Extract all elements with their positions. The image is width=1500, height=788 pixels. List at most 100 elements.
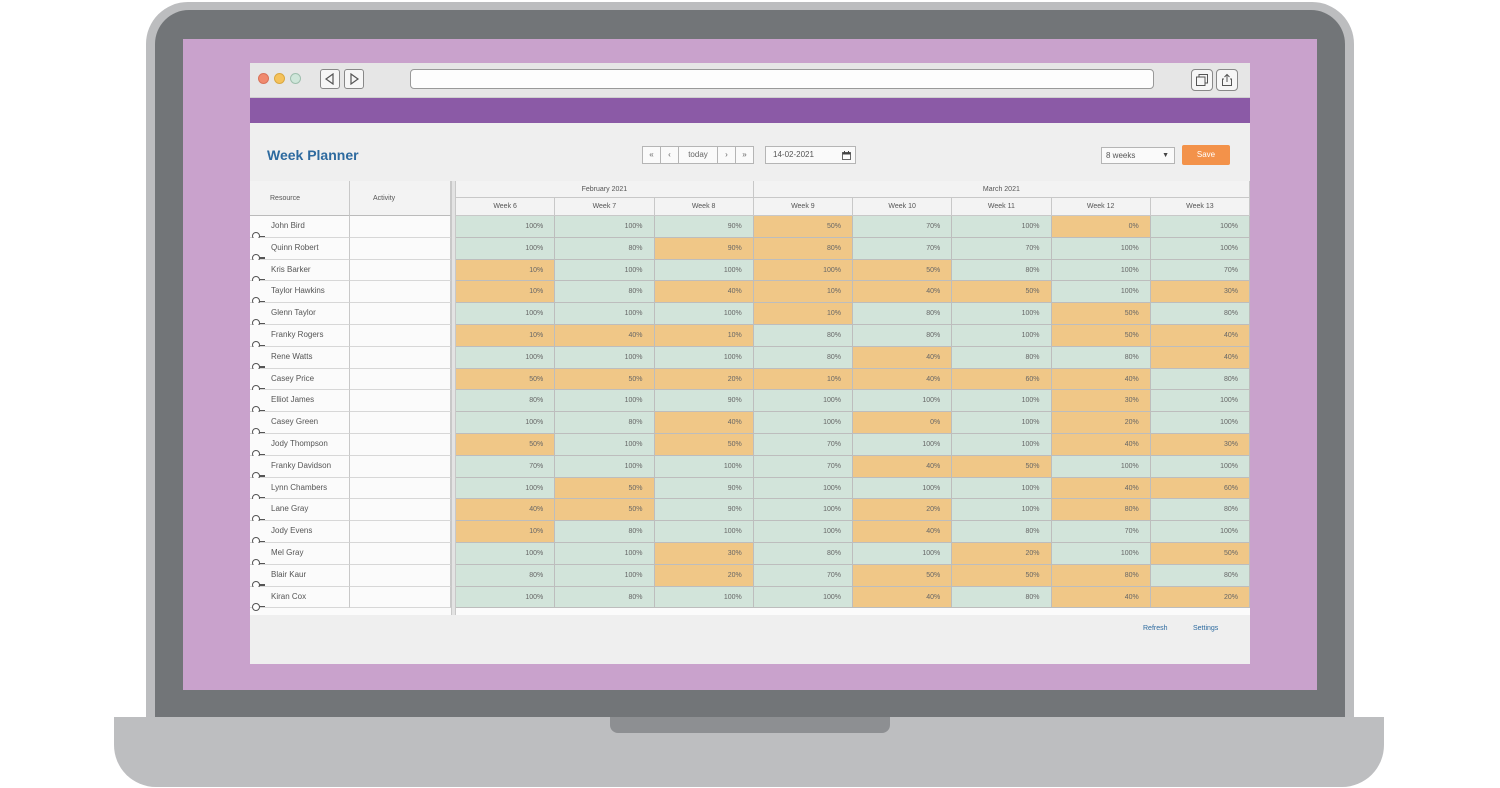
allocation-cell[interactable]: 100% [654,586,754,609]
allocation-cell[interactable]: 70% [753,434,853,456]
share-button[interactable] [1216,69,1238,91]
allocation-cell[interactable]: 40% [555,325,655,347]
allocation-cell[interactable]: 100% [853,477,953,500]
allocation-cell[interactable]: 100% [1150,390,1250,413]
week-header[interactable]: Week 8 [654,198,754,216]
allocation-cell[interactable]: 10% [753,303,853,325]
allocation-cell[interactable]: 40% [853,346,953,369]
allocation-cell[interactable]: 60% [952,368,1052,391]
allocation-cell[interactable]: 20% [654,368,754,391]
range-select[interactable]: 8 weeks ▼ [1101,147,1175,164]
activity-cell[interactable] [350,390,451,413]
allocation-cell[interactable]: 100% [456,543,556,565]
allocation-cell[interactable]: 80% [1051,346,1151,369]
allocation-cell[interactable]: 40% [853,455,953,478]
allocation-cell[interactable]: 50% [1150,543,1250,565]
activity-cell[interactable] [350,281,451,304]
minimize-window-button[interactable] [274,73,285,84]
allocation-cell[interactable]: 100% [753,412,853,434]
allocation-cell[interactable]: 50% [853,564,953,587]
first-period-button[interactable]: « [642,146,661,164]
allocation-cell[interactable]: 90% [654,390,754,413]
activity-cell[interactable] [350,477,451,500]
allocation-cell[interactable]: 40% [1150,346,1250,369]
allocation-cell[interactable]: 100% [555,390,655,413]
allocation-cell[interactable]: 10% [456,259,556,282]
allocation-cell[interactable]: 80% [456,390,556,413]
activity-cell[interactable] [350,521,451,543]
allocation-cell[interactable]: 100% [654,346,754,369]
activity-cell[interactable] [350,586,451,609]
allocation-cell[interactable]: 100% [1051,281,1151,304]
allocation-cell[interactable]: 100% [1150,237,1250,260]
allocation-cell[interactable]: 80% [555,412,655,434]
table-row[interactable]: Lane Gray [250,499,451,524]
allocation-cell[interactable]: 100% [555,346,655,369]
allocation-cell[interactable]: 90% [654,499,754,522]
allocation-cell[interactable]: 100% [952,390,1052,413]
allocation-cell[interactable]: 100% [952,412,1052,434]
allocation-cell[interactable]: 50% [1051,303,1151,325]
row-handle-icon[interactable] [252,602,265,611]
allocation-cell[interactable]: 80% [1051,564,1151,587]
allocation-cell[interactable]: 50% [952,455,1052,478]
allocation-cell[interactable]: 100% [753,390,853,413]
allocation-cell[interactable]: 30% [654,543,754,565]
activity-cell[interactable] [350,455,451,478]
allocation-cell[interactable]: 50% [853,259,953,282]
activity-cell[interactable] [350,303,451,325]
table-row[interactable]: Jody Thompson [250,434,451,458]
allocation-cell[interactable]: 40% [1051,477,1151,500]
table-row[interactable]: Quinn Robert [250,237,451,262]
allocation-cell[interactable]: 100% [1051,259,1151,282]
allocation-cell[interactable]: 100% [456,216,556,238]
previous-period-button[interactable]: ‹ [660,146,679,164]
allocation-cell[interactable]: 10% [753,281,853,304]
browser-forward-button[interactable] [344,69,364,89]
allocation-cell[interactable]: 80% [456,564,556,587]
allocation-cell[interactable]: 80% [555,586,655,609]
week-header[interactable]: Week 9 [753,198,853,216]
allocation-cell[interactable]: 20% [853,499,953,522]
allocation-cell[interactable]: 100% [753,259,853,282]
maximize-window-button[interactable] [290,73,301,84]
allocation-cell[interactable]: 100% [952,216,1052,238]
allocation-cell[interactable]: 40% [1051,434,1151,456]
allocation-cell[interactable]: 100% [853,390,953,413]
allocation-cell[interactable]: 100% [1051,543,1151,565]
allocation-cell[interactable]: 100% [952,434,1052,456]
allocation-cell[interactable]: 80% [555,237,655,260]
allocation-cell[interactable]: 100% [952,303,1052,325]
allocation-cell[interactable]: 100% [555,434,655,456]
allocation-cell[interactable]: 100% [456,303,556,325]
allocation-cell[interactable]: 100% [753,586,853,609]
allocation-cell[interactable]: 30% [1150,281,1250,304]
allocation-cell[interactable]: 100% [555,455,655,478]
allocation-cell[interactable]: 50% [555,477,655,500]
allocation-cell[interactable]: 20% [952,543,1052,565]
allocation-cell[interactable]: 80% [753,325,853,347]
activity-cell[interactable] [350,259,451,282]
allocation-cell[interactable]: 100% [1051,455,1151,478]
allocation-cell[interactable]: 100% [1150,412,1250,434]
table-row[interactable]: John Bird [250,216,451,240]
allocation-cell[interactable]: 80% [853,325,953,347]
allocation-cell[interactable]: 70% [853,216,953,238]
table-row[interactable]: Franky Davidson [250,455,451,480]
activity-cell[interactable] [350,434,451,456]
week-header[interactable]: Week 7 [555,198,655,216]
allocation-cell[interactable]: 100% [1150,521,1250,543]
table-row[interactable]: Elliot James [250,390,451,415]
activity-cell[interactable] [350,564,451,587]
allocation-cell[interactable]: 100% [555,303,655,325]
allocation-cell[interactable]: 10% [456,281,556,304]
allocation-cell[interactable]: 80% [952,346,1052,369]
resource-header[interactable]: Resource [250,181,350,216]
allocation-cell[interactable]: 80% [555,281,655,304]
allocation-cell[interactable]: 40% [853,586,953,609]
table-row[interactable]: Lynn Chambers [250,477,451,502]
allocation-cell[interactable]: 80% [952,586,1052,609]
allocation-cell[interactable]: 100% [456,412,556,434]
allocation-cell[interactable]: 10% [456,521,556,543]
allocation-cell[interactable]: 100% [753,499,853,522]
